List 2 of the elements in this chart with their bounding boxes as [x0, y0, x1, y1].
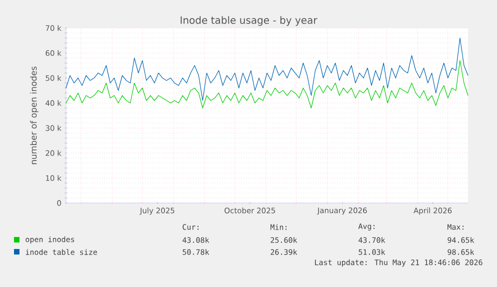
- chart-title: Inode table usage - by year: [180, 16, 318, 26]
- y-axis-title: number of open inodes: [30, 66, 38, 164]
